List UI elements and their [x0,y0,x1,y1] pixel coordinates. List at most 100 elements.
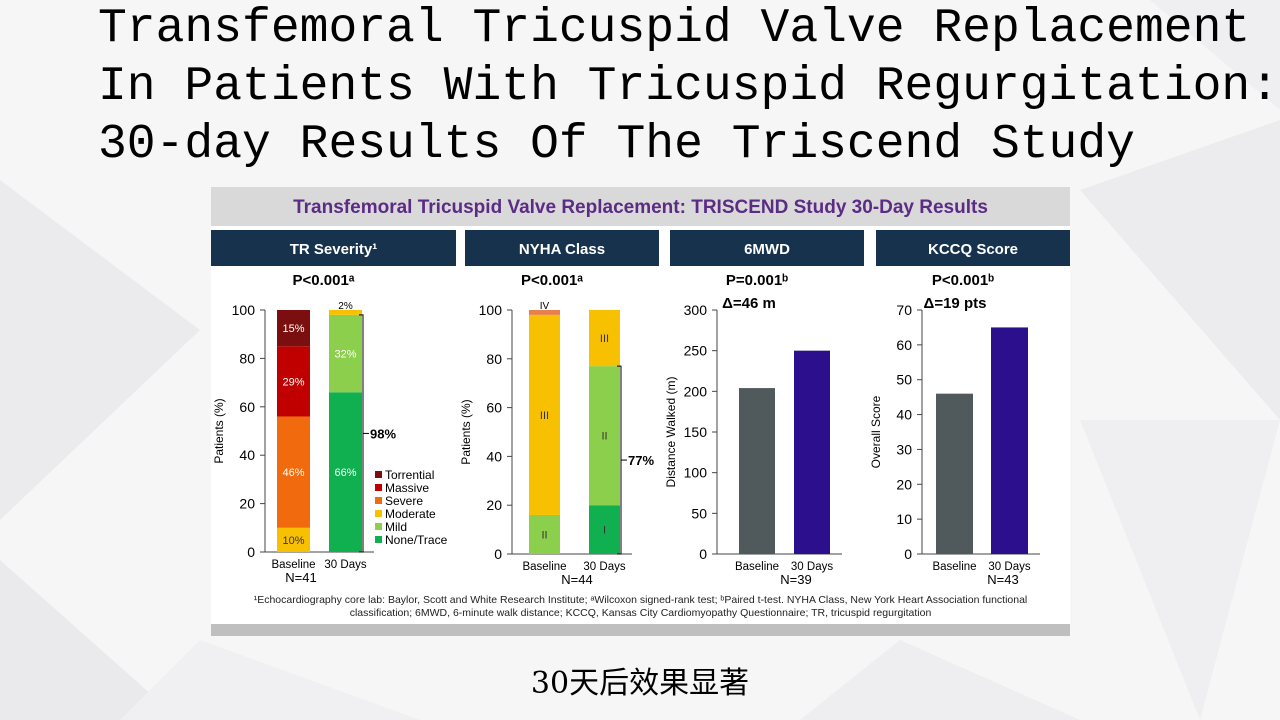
chart-4-category-label: Baseline [932,561,976,573]
chart-1-n-label: N=41 [285,570,316,585]
chart-2-data-label: IV [540,301,550,312]
chart-3-tick-label: 250 [684,343,708,359]
chart-2-bar-segment [589,310,620,367]
chart-2-n-label: N=44 [561,572,592,587]
chart-4-delta: Δ=19 pts [924,295,987,312]
chart-1-bar-segment [277,416,310,528]
chart-1-legend-label: Moderate [385,507,436,521]
chart-4-tick-label: 60 [896,337,912,353]
panel-header: Transfemoral Tricuspid Valve Replacement… [211,187,1070,226]
chart-4-tick-label: 10 [896,511,912,527]
chart-1-tick-label: 0 [247,544,255,560]
chart-1-data-label: 15% [282,323,304,335]
title-line-2: In Patients With Tricuspid Regurgitation… [98,60,1279,114]
chart-2-data-label: II [601,431,607,443]
chart-4-y-label: Overall Score [869,395,883,468]
chart-2-pvalue: P<0.001ᵃ [521,272,583,289]
chart-1-tick-label: 100 [232,302,256,318]
chart-1-y-label: Patients (%) [212,398,226,463]
chart-2-data-label: II [541,529,547,541]
chart-3-delta: Δ=46 m [722,295,776,312]
chart-1-category-label: 30 Days [324,559,366,571]
chart-4-tick-label: 30 [896,441,912,457]
chart-1-bracket-label: 98% [370,426,396,441]
chart-2-category-label: 30 Days [583,561,625,573]
chart-3-tick-label: 0 [699,546,707,562]
chart-1-bar-segment [329,314,362,393]
footnote-line-2: classification; 6MWD, 6-minute walk dist… [349,607,932,619]
chart-1-bar-segment [277,527,310,552]
chart-4-header-box [876,230,1070,266]
chart-2-tick-label: 0 [494,546,502,562]
title-line-3: 30-day Results Of The Triscend Study [98,118,1135,172]
chart-1-tick-label: 40 [239,447,255,463]
chart-4-tick-label: 0 [904,546,912,562]
chart-4-bar [991,327,1028,554]
chart-4-tick-label: 50 [896,372,912,388]
chart-2-tick-label: 20 [486,497,502,513]
chart-1-legend-label: Torrential [385,468,434,482]
chart-4-tick-label: 20 [896,476,912,492]
slide-caption: 30天后效果显著 [530,666,750,701]
chart-3-tick-label: 200 [684,383,708,399]
chart-2-bracket-label: 77% [628,453,654,468]
chart-1-header: TR Severity¹ [290,241,378,258]
panel-bottom-bar [211,624,1070,636]
title-line-1: Transfemoral Tricuspid Valve Replacement [98,2,1251,56]
chart-1-data-label: 2% [338,301,353,312]
chart-2-tick-label: 40 [486,448,502,464]
chart-1-data-label: 66% [334,467,356,479]
chart-3-tick-label: 300 [684,302,708,318]
chart-3-n-label: N=39 [780,572,811,587]
chart-1-tick-label: 60 [239,399,255,415]
chart-1-data-label: 46% [282,467,304,479]
slide-title: Transfemoral Tricuspid Valve Replacement… [98,0,1279,174]
footnote: ¹Echocardiography core lab: Baylor, Scot… [221,594,1060,620]
charts-area: TR Severity¹P<0.001ᵃ020406080100Patients… [211,230,1070,587]
chart-1-tick-label: 20 [239,496,255,512]
panel-header-text: Transfemoral Tricuspid Valve Replacement… [293,196,988,218]
chart-3-y-label: Distance Walked (m) [664,377,678,488]
chart-4-pvalue: P<0.001ᵇ [932,272,994,289]
chart-3-bar [794,350,830,554]
chart-1-legend-label: Severe [385,494,423,508]
chart-1-legend-swatch [375,497,382,504]
chart-4-header: KCCQ Score [928,241,1018,258]
chart-2-bar-segment [589,505,620,554]
chart-4-bar [936,393,973,554]
chart-2-y-label: Patients (%) [459,399,473,464]
chart-1-legend-swatch [375,484,382,491]
chart-2-bar-segment [529,310,560,315]
footnote-line-1: ¹Echocardiography core lab: Baylor, Scot… [253,594,1028,606]
chart-3-tick-label: 100 [684,465,708,481]
chart-1-bar-segment [277,310,310,347]
chart-1-bar-segment [329,310,362,315]
chart-1-category-label: Baseline [271,559,315,571]
chart-1-legend-swatch [375,536,382,543]
results-panel: Transfemoral Tricuspid Valve Replacement… [211,187,1070,636]
chart-3-tick-label: 150 [684,424,708,440]
chart-3-pvalue: P=0.001ᵇ [726,272,788,289]
chart-3-header: 6MWD [744,241,790,258]
chart-1-legend-label: None/Trace [385,533,448,547]
chart-1-tick-label: 80 [239,350,255,366]
chart-4-tick-label: 40 [896,407,912,423]
chart-1-legend-swatch [375,471,382,478]
chart-1-data-label: 32% [334,349,356,361]
chart-4-category-label: 30 Days [988,561,1030,573]
chart-2-header: NYHA Class [519,241,605,258]
chart-2-category-label: Baseline [522,561,566,573]
chart-1-bar-segment [277,346,310,417]
chart-2-data-label: I [603,525,606,537]
chart-2-bar-segment [529,314,560,515]
chart-3-tick-label: 50 [691,505,707,521]
chart-1-bar-segment [329,392,362,552]
chart-3-bar [739,388,775,554]
chart-2-bar-segment [529,514,560,554]
chart-4-n-label: N=43 [987,572,1018,587]
chart-1-legend-swatch [375,523,382,530]
chart-1-legend-label: Mild [385,520,407,534]
chart-1-legend-label: Massive [385,481,429,495]
chart-1-data-label: 29% [282,376,304,388]
